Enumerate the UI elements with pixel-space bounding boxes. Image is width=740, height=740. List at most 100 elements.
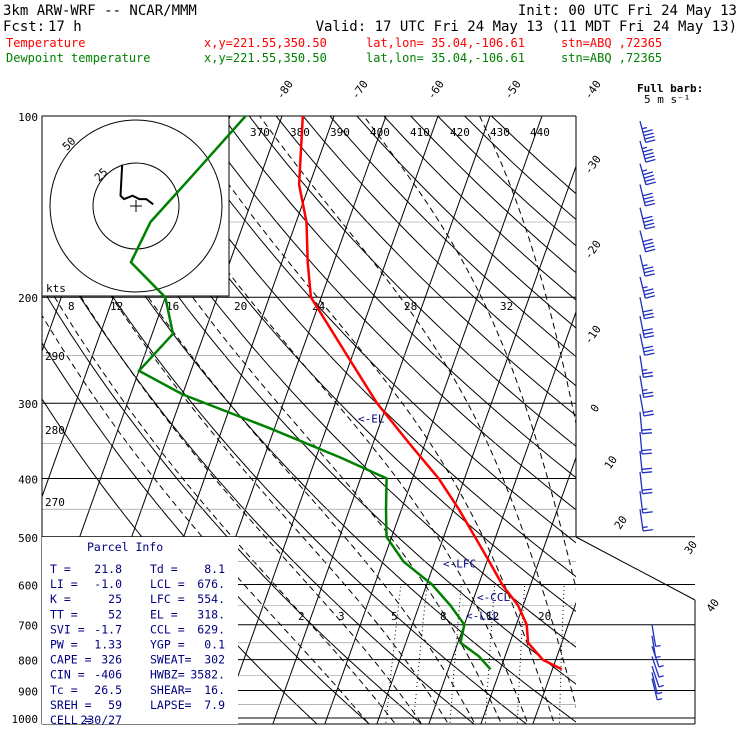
barb-legend-title: Full barb: [637,82,703,95]
parcel-info-rows: T = 21.8 Td = 8.1 LI = -1.0 LCL = 676. K = 25 LFC … [50,562,225,727]
theta-lower-label: 270 [45,496,65,509]
pressure-tick-label: 600 [18,579,38,592]
wind-barb-feather [642,471,653,474]
pressure-tick-label: 900 [18,685,38,698]
wind-barb-feather [643,395,654,399]
dry-adiabat-line [248,116,576,447]
wind-barb-feather [642,169,648,172]
wind-barb-feather [658,675,664,678]
barb-legend-value: 5 m s⁻¹ [644,93,690,106]
parcel-info-background [42,537,238,724]
wind-barb-feather [645,202,656,207]
wind-barb-feather [642,491,653,495]
wind-barb-feather [655,655,661,659]
parcel-info-cell: 8.1 [204,562,225,576]
mixing-ratio-line [558,584,565,724]
parcel-info-cell: CCL = [150,622,185,636]
wind-barb-feather [657,698,663,701]
theta-label: 380 [290,126,310,139]
isotherm-label: 10 [602,453,620,471]
isotherm-label: 40 [704,596,722,614]
parcel-info-cell: LAPSE= [150,698,192,712]
wind-barb-feather [645,158,656,163]
wind-barb-feather [657,691,663,695]
parcel-info-cell: Tc = [50,683,78,697]
parcel-info-cell: LCL = [150,577,185,591]
parcel-info-cell: HWBZ= [150,668,185,682]
theta-label: 410 [410,126,430,139]
freezing-level-label: 28 [404,300,417,313]
freezing-level-label: 20 [234,300,247,313]
parcel-info-cell: 59 [108,698,122,712]
parcel-info-cell: 554. [197,592,225,606]
parcel-info-cell: YGP = [150,638,185,652]
wind-barb-feather [644,335,655,339]
dry-adiabat-line [302,116,576,387]
wind-barb-staff [639,491,644,514]
dry-adiabat-line [221,116,576,479]
wind-barb-feather [642,526,648,529]
isotherm-label: -20 [582,238,604,262]
wind-barb-feather [645,181,656,186]
wind-barb-feather [655,644,661,648]
dry-adiabat-line [167,116,576,544]
mixing-ratio-label: 20 [538,610,551,623]
wind-barb-feather [642,511,653,514]
parcel-info-cell: -406 [94,668,122,682]
wind-barb-feather [642,328,653,332]
moist-adiabat-line [259,116,576,709]
parcel-info-cell: 676. [197,577,225,591]
wind-barb-feather [643,132,654,137]
wind-barb-feather [644,273,655,277]
isotherm-label: -60 [425,78,447,102]
parcel-info-cell: K = [50,592,71,606]
moist-adiabat-line [42,179,449,724]
mixing-ratio-label: 12 [486,610,499,623]
wind-barb-feather [642,391,654,395]
wind-barb-feather [643,152,654,157]
level-annotations: <-EL <-LFC <-CCL <-LCL [358,412,510,622]
hodograph-ring-50 [49,119,223,293]
parcel-info-cell: 21.8 [94,562,122,576]
dry-adiabat-line [140,116,576,578]
theta-label: 400 [370,126,390,139]
parcel-info-cell: 16. [204,683,225,697]
freezing-level-label: 12 [110,300,123,313]
isotherm-line [376,164,576,724]
wind-barb-feather [641,432,653,435]
wind-barb-feather [642,148,653,153]
parcel-info-cell: SREH = [50,698,92,712]
isotherm-label: -40 [582,78,604,102]
wind-barb-feather [643,266,654,270]
parcel-info-cell: CIN = [50,668,85,682]
isotherm-line [634,116,740,731]
temperature-profile [297,116,563,671]
parcel-info-cell: TT = [50,607,78,621]
wind-barb-feather [643,413,654,417]
wind-barb-feather [644,199,655,204]
valid-time: Valid: 17 UTC Fri 24 May 13 (11 MDT Fri … [316,19,737,35]
right-axis-slant [575,536,696,601]
parcel-info-cell: 318. [197,607,225,621]
level-annotation: <-LFC [443,558,476,571]
parcel-info-cell: 52 [108,607,122,621]
dry-adiabat-line [194,116,576,511]
wind-barb-feather [642,129,653,133]
theta-label: 370 [250,126,270,139]
wind-barb-feather [643,196,654,200]
parcel-info-cell: CELL = [50,713,92,727]
wind-barbs [639,121,664,701]
level-annotation: <-EL [358,412,385,425]
isotherm-label: -80 [274,78,296,102]
wind-barb-feather [642,508,648,511]
dry-adiabat-line [87,116,576,648]
wind-barb-staff [651,678,658,701]
wind-barb-feather [641,452,653,455]
parcel-info-cell: 629. [197,622,225,636]
parcel-info-cell: 1.33 [94,638,122,652]
level-annotation: <-LCL [466,610,499,623]
parcel-info-cell: 230/27 [80,713,122,727]
isotherm-label: 20 [612,513,630,531]
